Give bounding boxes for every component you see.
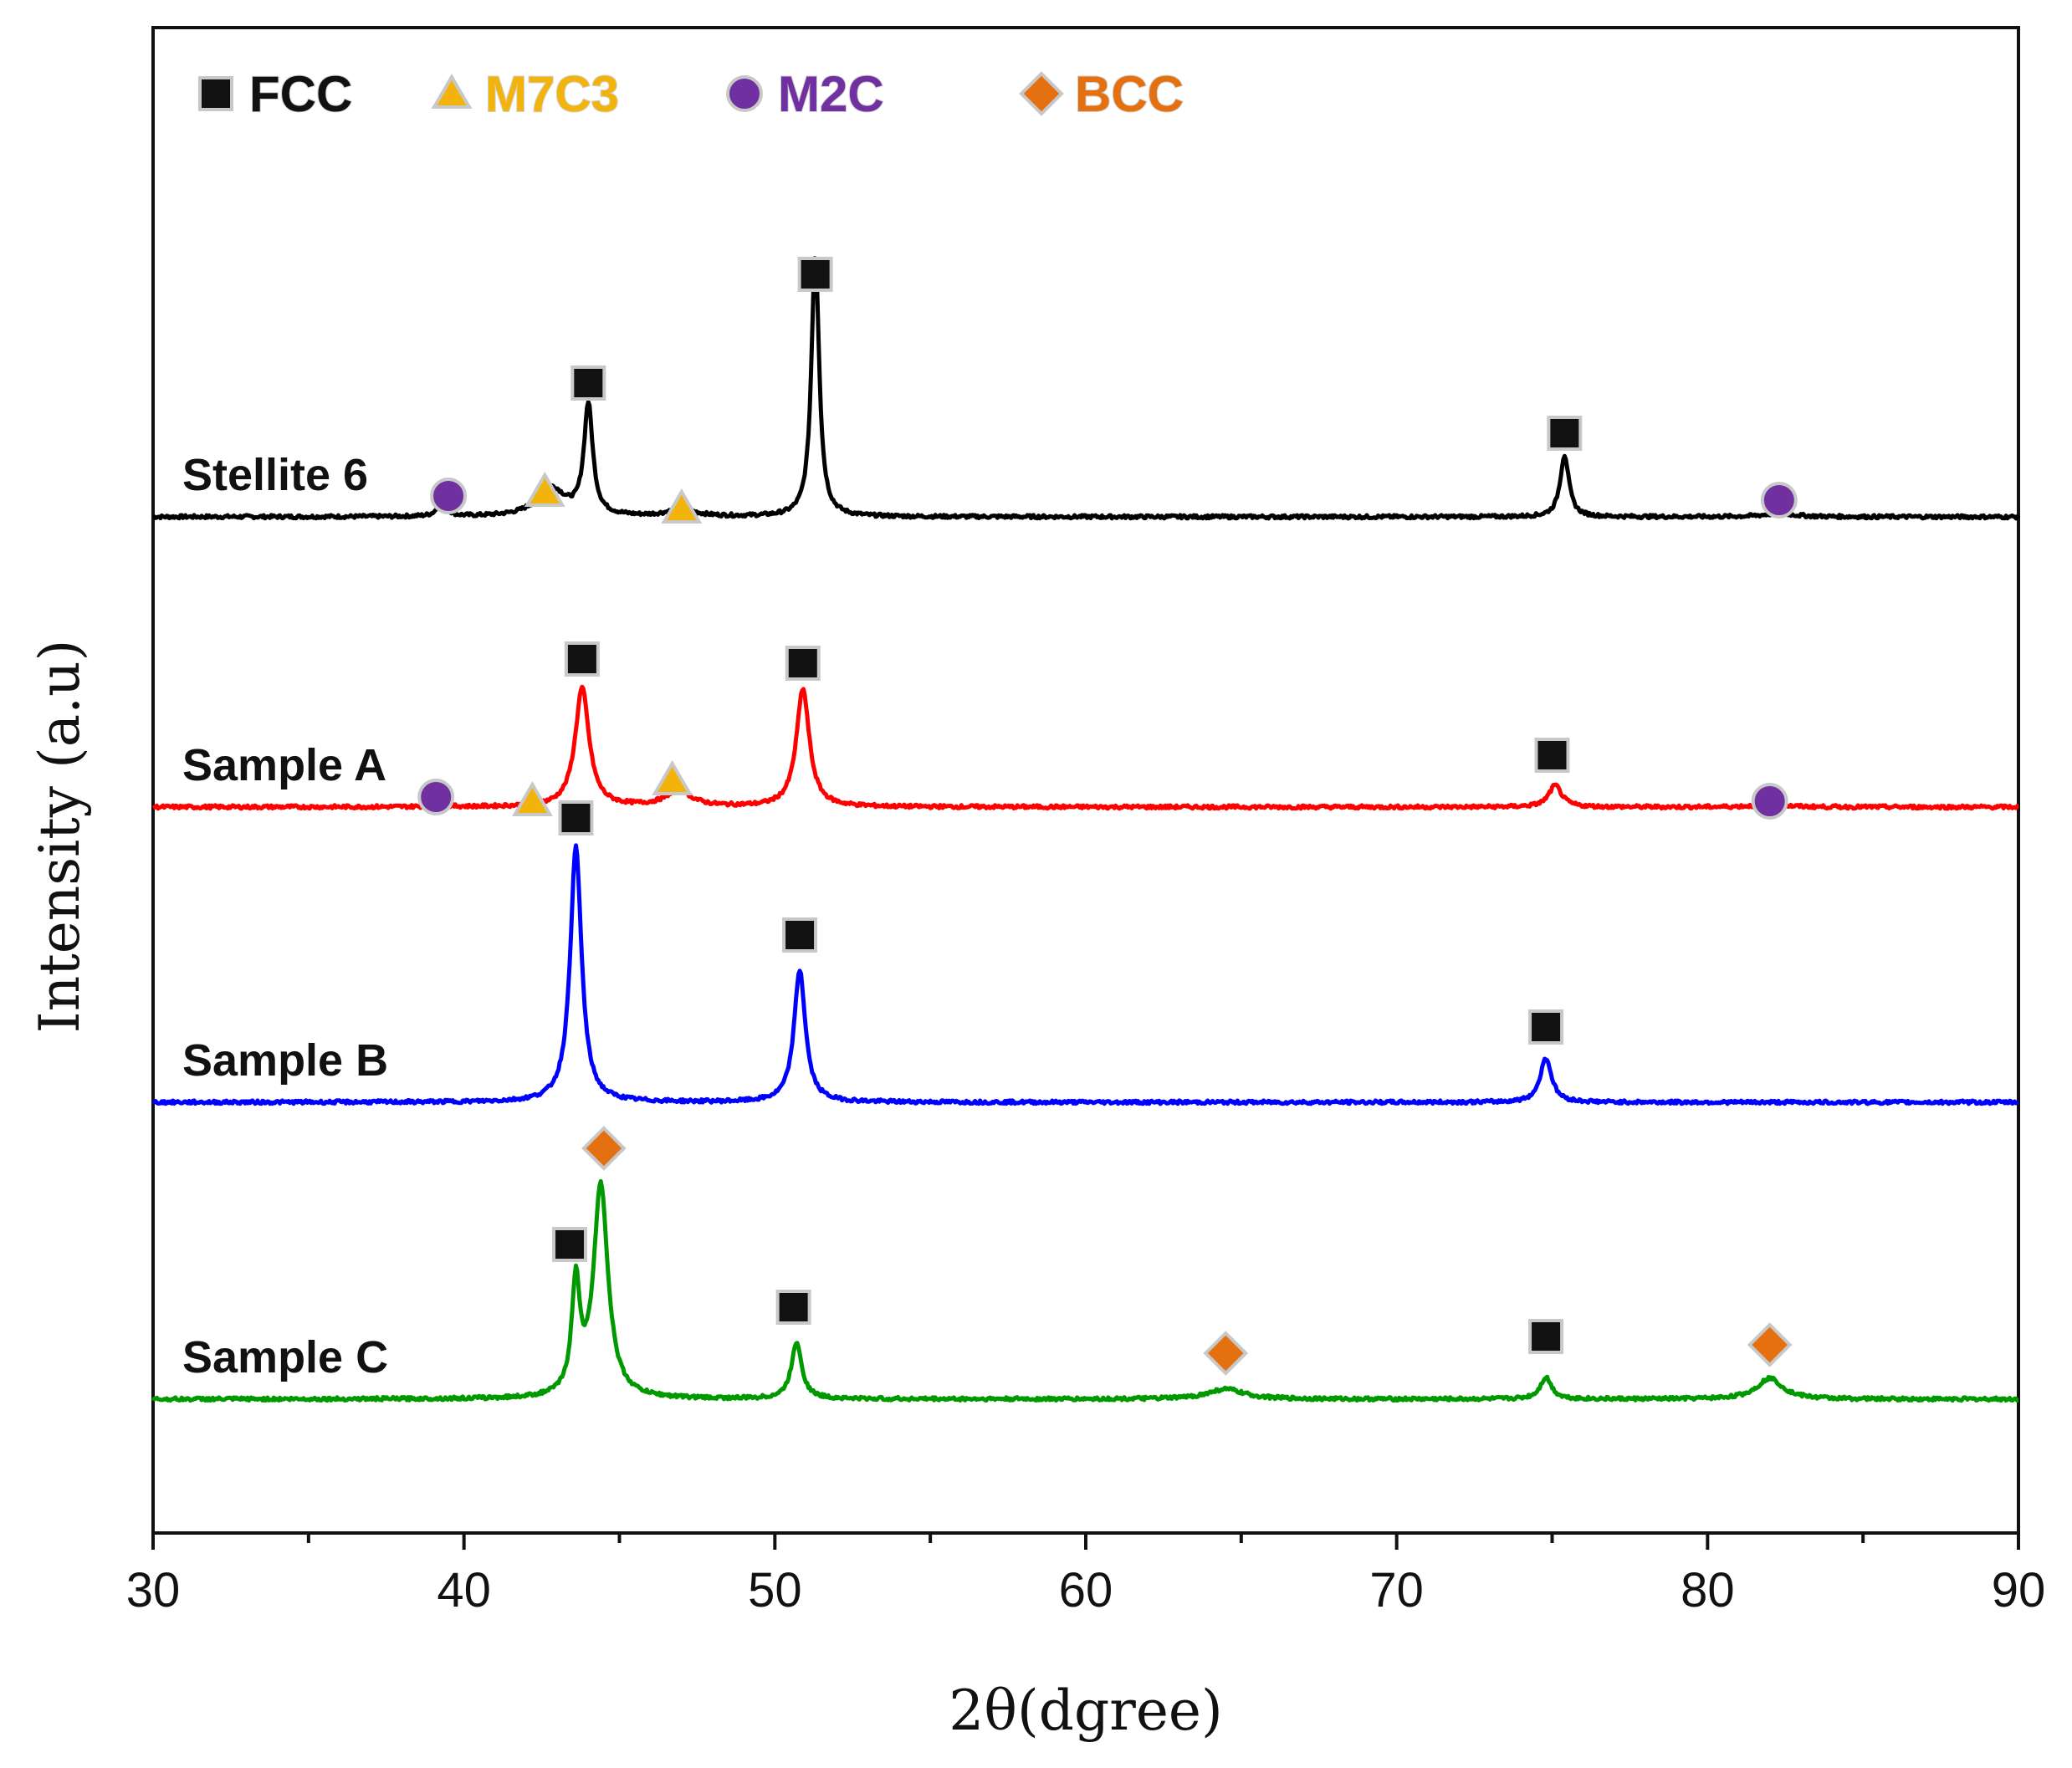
phase-marker-m7c3 — [524, 472, 565, 507]
legend-label: FCC — [249, 66, 352, 122]
phase-marker-fcc — [570, 365, 606, 401]
series-label: Sample B — [182, 1035, 388, 1086]
series-line-sample-c — [151, 1178, 2019, 1403]
phase-marker-fcc — [558, 800, 594, 835]
phase-marker-m7c3 — [431, 74, 473, 109]
x-tick-label: 70 — [1369, 1563, 1424, 1617]
series-label: Sample A — [182, 740, 386, 790]
phase-marker-bcc — [1747, 1322, 1793, 1367]
series-line-stellite-6 — [152, 256, 2021, 521]
series-line-sample-a — [151, 684, 2019, 811]
phase-marker-fcc — [782, 917, 818, 953]
phase-marker-bcc — [581, 1126, 627, 1171]
phase-marker-fcc — [564, 641, 600, 677]
y-axis-title: Intensity (a.u) — [28, 640, 92, 1034]
legend-label: M2C — [778, 66, 884, 122]
x-axis-tick-labels: 30 40 50 60 70 80 90 — [126, 1563, 2046, 1617]
phase-markers — [417, 257, 1798, 1376]
series-lines — [151, 256, 2021, 1403]
x-tick-label: 90 — [1992, 1563, 2046, 1617]
phase-marker-bcc — [1203, 1331, 1249, 1376]
x-axis-title: 2θ(dgree) — [949, 1679, 1222, 1743]
phase-marker-fcc — [775, 1290, 811, 1325]
phase-marker-fcc — [785, 646, 821, 681]
phase-marker-m2c — [1760, 482, 1798, 519]
phase-marker-bcc — [1019, 71, 1064, 116]
series-labels: Stellite 6 Sample A Sample B Sample C — [182, 450, 388, 1382]
phase-marker-fcc — [1534, 738, 1570, 773]
x-tick-label: 80 — [1681, 1563, 1735, 1617]
phase-marker-fcc — [552, 1227, 588, 1262]
series-label: Stellite 6 — [182, 450, 368, 500]
phase-marker-fcc — [1547, 416, 1583, 451]
phase-marker-fcc — [198, 76, 233, 111]
x-tick-label: 30 — [126, 1563, 181, 1617]
x-tick-label: 50 — [748, 1563, 802, 1617]
x-tick-label: 40 — [437, 1563, 491, 1617]
series-label: Sample C — [182, 1332, 388, 1382]
x-axis-ticks — [151, 1533, 2020, 1550]
phase-marker-m7c3 — [511, 781, 553, 816]
legend-label: BCC — [1075, 66, 1184, 122]
x-tick-label: 60 — [1059, 1563, 1113, 1617]
phase-marker-m2c — [726, 75, 763, 112]
phase-marker-fcc — [797, 257, 833, 292]
phase-marker-m7c3 — [661, 488, 703, 524]
legend: FCC M7C3 M2C BCC — [198, 65, 1184, 123]
phase-marker-m2c — [430, 478, 468, 514]
series-line-sample-b — [151, 843, 2019, 1106]
phase-marker-m7c3 — [652, 760, 693, 795]
phase-marker-fcc — [1528, 1319, 1564, 1354]
phase-marker-m2c — [417, 779, 455, 815]
phase-marker-fcc — [1528, 1009, 1564, 1045]
legend-label: M7C3 — [485, 66, 619, 122]
phase-marker-m2c — [1751, 783, 1788, 820]
